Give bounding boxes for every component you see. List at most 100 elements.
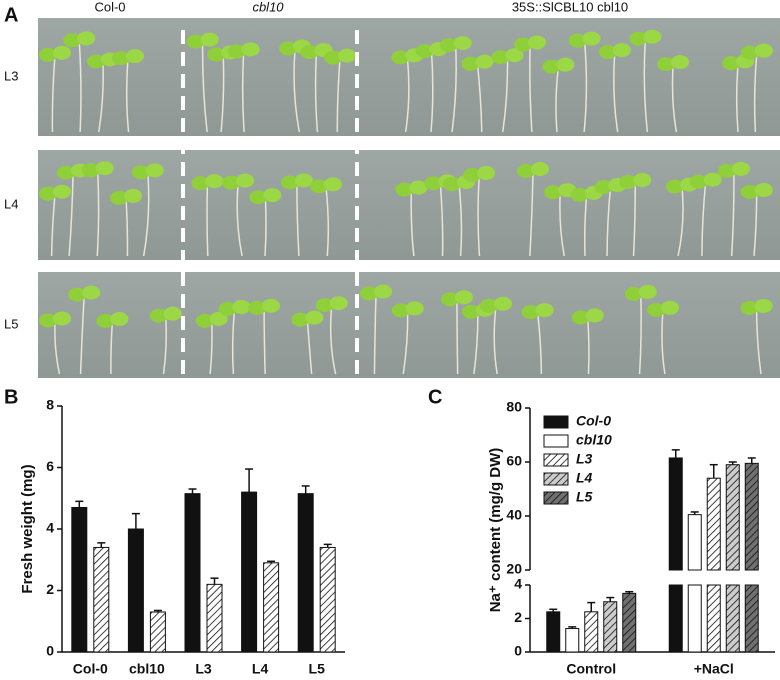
leaf xyxy=(294,173,313,188)
root xyxy=(661,309,666,375)
leaf xyxy=(556,57,575,72)
root xyxy=(373,293,377,375)
root xyxy=(125,58,130,133)
root xyxy=(142,172,150,257)
root xyxy=(473,311,479,375)
bar xyxy=(206,583,223,653)
leaf xyxy=(638,284,657,299)
leaf xyxy=(629,31,648,46)
leaf xyxy=(145,163,164,178)
leaf xyxy=(424,176,443,191)
root xyxy=(755,307,762,375)
column-label: 35S::SlCBL10 cbl10 xyxy=(512,0,628,14)
root xyxy=(606,186,612,257)
bar xyxy=(668,584,683,653)
root xyxy=(68,172,74,257)
bar xyxy=(668,457,683,571)
leaf xyxy=(717,163,736,178)
leaf xyxy=(571,310,590,325)
bar xyxy=(184,493,201,653)
bar xyxy=(565,628,580,653)
y-tick-label: 6 xyxy=(46,458,54,474)
plate-row xyxy=(38,272,780,378)
root xyxy=(559,192,566,257)
leaf xyxy=(195,313,214,328)
root xyxy=(293,48,301,133)
bar xyxy=(725,584,740,653)
root xyxy=(477,175,481,257)
leaf xyxy=(493,296,512,311)
root xyxy=(583,40,588,133)
leaf xyxy=(205,174,224,189)
root xyxy=(97,61,104,133)
root xyxy=(677,186,684,257)
root xyxy=(263,307,266,375)
leaf xyxy=(395,182,414,197)
x-tick-label: L3 xyxy=(195,661,212,677)
bar xyxy=(725,464,740,571)
y-axis-label: Na⁺ content (mg/g DW) xyxy=(487,448,504,613)
leaf xyxy=(582,31,601,46)
leaf xyxy=(323,177,342,192)
leaf xyxy=(544,185,563,200)
leaf xyxy=(209,311,228,326)
root xyxy=(336,57,341,133)
leaf xyxy=(374,284,393,299)
x-tick-label: +NaCl xyxy=(694,661,734,677)
leaf xyxy=(68,287,87,302)
root xyxy=(536,312,543,375)
root xyxy=(643,38,649,133)
root xyxy=(586,317,590,375)
bar xyxy=(241,491,258,653)
x-tick-label: cbl10 xyxy=(129,661,165,677)
root xyxy=(201,41,208,133)
legend-swatch xyxy=(543,472,569,486)
leaf xyxy=(207,47,226,62)
leaf xyxy=(754,298,773,313)
y-tick-label: 8 xyxy=(46,397,54,413)
leaf xyxy=(443,177,462,192)
bar xyxy=(546,611,561,653)
leaf xyxy=(63,33,82,48)
leaf xyxy=(309,179,328,194)
leaf xyxy=(329,296,348,311)
leaf xyxy=(248,300,267,315)
bar xyxy=(603,601,618,653)
leaf xyxy=(315,298,334,313)
y-tick-label: 4 xyxy=(46,520,54,536)
leaf xyxy=(570,187,589,202)
root xyxy=(314,52,319,133)
leaf xyxy=(722,56,741,71)
bar xyxy=(319,546,336,653)
leaf xyxy=(491,50,510,65)
leaf xyxy=(218,302,237,317)
root xyxy=(402,310,409,375)
leaf xyxy=(740,45,759,60)
leaf xyxy=(96,313,115,328)
leaf xyxy=(125,49,144,64)
leaf xyxy=(666,179,685,194)
leaf xyxy=(279,41,298,56)
leaf xyxy=(542,59,561,74)
leaf xyxy=(740,184,759,199)
row-label: L4 xyxy=(4,196,18,211)
leaf xyxy=(463,168,482,183)
root xyxy=(79,294,85,375)
leaf xyxy=(619,175,638,190)
root xyxy=(730,170,735,257)
leaf xyxy=(53,45,71,60)
root xyxy=(78,40,82,133)
leaf xyxy=(517,164,536,179)
leaf xyxy=(514,37,533,52)
y-tick-label: 2 xyxy=(514,609,522,625)
root xyxy=(638,293,642,375)
leaf xyxy=(39,186,57,201)
leaf xyxy=(439,38,458,53)
leaf xyxy=(81,163,100,178)
root xyxy=(753,191,758,257)
root xyxy=(306,319,313,375)
root xyxy=(162,315,167,375)
leaf xyxy=(186,34,205,49)
y-tick-label: 20 xyxy=(506,561,522,577)
